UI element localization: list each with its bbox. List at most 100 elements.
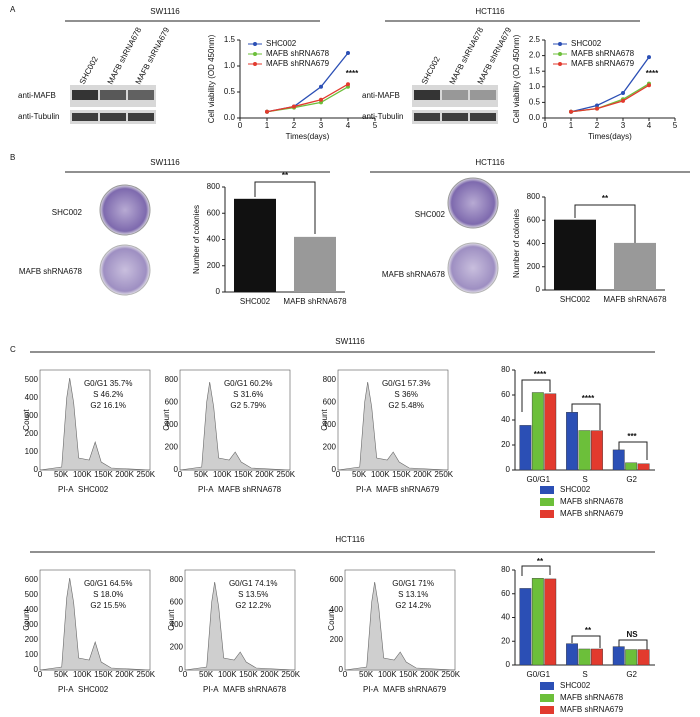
hist-y-label: Count	[327, 609, 336, 631]
colony-plate	[99, 184, 151, 236]
hist-y-tick: 300	[25, 411, 39, 420]
point	[292, 104, 296, 109]
hist-y-tick: 600	[25, 575, 39, 584]
bracket	[571, 403, 601, 430]
hist-y-tick: 500	[25, 375, 39, 384]
hist-y-tick: 600	[323, 398, 337, 407]
hist-x-tick: 250K	[441, 670, 460, 679]
point	[346, 82, 350, 87]
y-tick-label: 400	[207, 235, 221, 244]
bar	[544, 578, 557, 666]
bar	[612, 449, 625, 471]
plate-label: SHC002	[415, 210, 446, 219]
plate-label: MAFB shRNA678	[19, 267, 83, 276]
significance: ****	[346, 69, 359, 78]
legend-label: MAFB shRNA679	[560, 509, 624, 518]
x-tick-label: SHC002	[240, 297, 271, 306]
hist-y-tick: 0	[339, 665, 344, 674]
bar	[544, 393, 557, 471]
histogram	[179, 381, 291, 471]
hist-y-tick: 600	[330, 575, 344, 584]
bracket	[521, 565, 551, 576]
colony-plate	[447, 177, 499, 229]
band	[128, 90, 154, 100]
panel-label: A	[10, 5, 16, 14]
hist-x-tick: 0	[336, 470, 341, 479]
bar	[566, 412, 578, 471]
legend-swatch	[540, 682, 554, 690]
series-line	[570, 83, 650, 113]
hist-x-tick: 200K	[115, 670, 134, 679]
x-tick-label: 3	[621, 121, 626, 130]
legend-label: MAFB shRNA679	[571, 59, 635, 68]
hist-y-tick: 400	[25, 393, 39, 402]
bar	[637, 649, 650, 666]
bar	[614, 242, 656, 290]
legend-label: MAFB shRNA678	[266, 49, 330, 58]
bar	[591, 648, 603, 666]
bar	[637, 463, 650, 471]
bracket	[618, 639, 648, 650]
hist-x-tick: 100K	[218, 670, 237, 679]
legend-marker	[253, 52, 257, 56]
y-tick-label: 400	[527, 239, 541, 248]
hist-x-tick: 0	[178, 470, 183, 479]
hist-x-tick: 50K	[194, 470, 209, 479]
y-tick-label: 20	[501, 636, 510, 645]
hist-y-tick: 500	[25, 590, 39, 599]
legend-swatch	[540, 510, 554, 518]
hist-y-tick: 300	[25, 620, 39, 629]
y-tick-label: 0	[506, 660, 511, 669]
cycle-stat: G2 16.1%	[90, 401, 126, 410]
lane-label: SHC002	[78, 55, 100, 86]
hist-y-tick: 400	[25, 605, 39, 614]
x-tick-label: 4	[647, 121, 652, 130]
plate-label: SHC002	[52, 208, 83, 217]
y-tick-label: 600	[207, 208, 221, 217]
bracket	[521, 379, 551, 412]
hist-sample: MAFB shRNA679	[376, 485, 440, 494]
band	[100, 113, 126, 121]
band	[414, 90, 440, 100]
hist-x-tick: 250K	[136, 670, 155, 679]
x-tick-label: 4	[346, 121, 351, 130]
hist-y-tick: 0	[174, 465, 179, 474]
histogram	[337, 381, 449, 471]
y-axis-label: Cell viability (OD 450nm)	[207, 34, 216, 123]
hist-x-tick: 50K	[352, 470, 367, 479]
hist-x-tick: 100K	[371, 470, 390, 479]
legend-label: MAFB shRNA679	[266, 59, 330, 68]
point	[319, 97, 323, 102]
hist-sample: SHC002	[78, 685, 109, 694]
y-tick-label: 0.0	[224, 113, 236, 122]
hist-y-tick: 200	[323, 443, 337, 452]
colony-plate	[99, 244, 151, 296]
cycle-stat: G0/G1 60.2%	[224, 379, 272, 388]
y-tick-label: 0.5	[529, 98, 541, 107]
cycle-stat: S 46.2%	[93, 390, 123, 399]
hist-x-tick: 50K	[54, 470, 69, 479]
x-tick-label: 1	[265, 121, 270, 130]
row-label: anti-Tubulin	[362, 112, 404, 121]
hist-sample: MAFB shRNA679	[383, 685, 447, 694]
row-label: anti-Tubulin	[18, 112, 60, 121]
y-tick-label: 60	[501, 589, 510, 598]
hist-y-label: Count	[320, 409, 329, 431]
bar	[612, 646, 625, 666]
hist-x-tick: 150K	[399, 670, 418, 679]
y-tick-label: 0	[216, 287, 221, 296]
cycle-stat: G2 5.79%	[230, 401, 266, 410]
y-tick-label: 1.0	[224, 61, 236, 70]
hist-x-tick: 100K	[213, 470, 232, 479]
hist-x-tick: 50K	[199, 670, 214, 679]
significance: ****	[582, 394, 595, 403]
x-tick-label: S	[582, 670, 587, 679]
y-tick-label: 1.5	[529, 66, 541, 75]
legend-swatch	[540, 706, 554, 714]
hist-x-tick: 50K	[359, 670, 374, 679]
x-tick-label: 1	[569, 121, 574, 130]
cycle-stat: S 18.0%	[93, 590, 123, 599]
y-tick-label: 80	[501, 565, 510, 574]
y-tick-label: 0.5	[224, 87, 236, 96]
point	[595, 103, 599, 108]
